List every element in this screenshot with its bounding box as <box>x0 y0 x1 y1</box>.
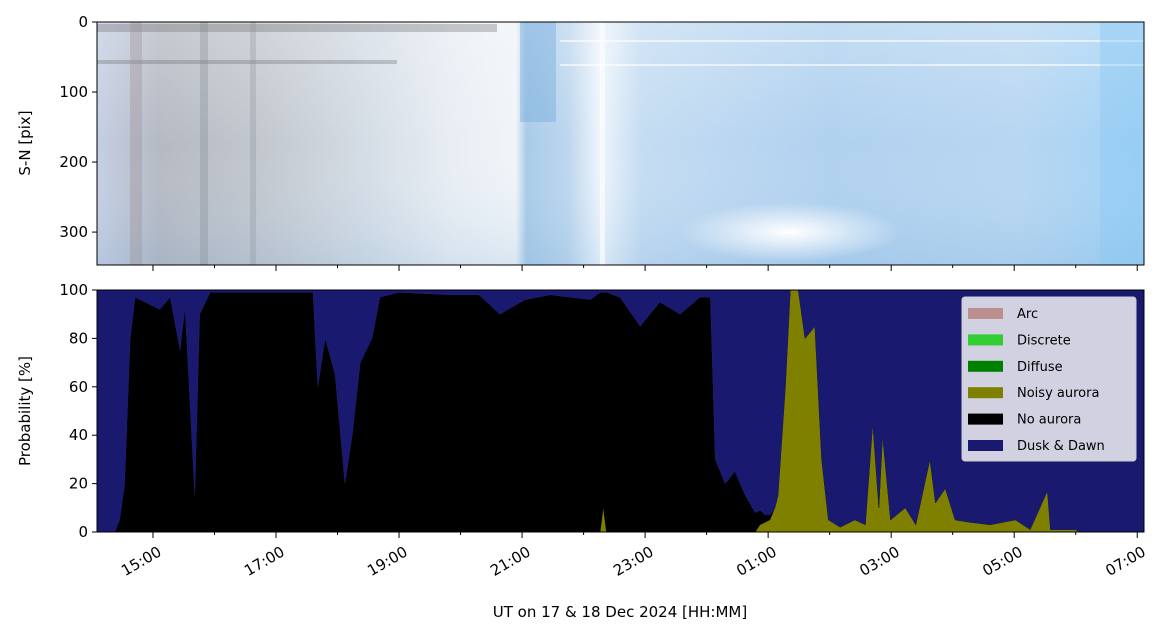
x-axis-label: UT on 17 & 18 Dec 2024 [HH:MM] <box>493 603 747 621</box>
legend-swatch <box>968 387 1003 399</box>
y-tick-label: 20 <box>69 475 88 493</box>
x-tick-label: 15:00 <box>118 543 164 580</box>
legend-label: No aurora <box>1017 413 1081 428</box>
y-tick-label: 100 <box>59 83 88 101</box>
x-tick-label: 17:00 <box>241 543 287 580</box>
x-tick-label: 07:00 <box>1102 543 1148 580</box>
y-tick-label: 60 <box>69 378 88 396</box>
bottom-frame <box>96 289 1145 533</box>
keogram-image <box>97 22 1144 265</box>
y-axis-label: Probability [%] <box>16 356 34 466</box>
x-tick-label: 01:00 <box>733 543 779 580</box>
legend-swatch <box>968 334 1003 346</box>
legend-label: Arc <box>1017 307 1038 322</box>
y-tick-label: 0 <box>78 13 88 31</box>
x-tick-label: 21:00 <box>487 543 533 580</box>
x-tick-label: 05:00 <box>979 543 1025 580</box>
top-frame <box>96 21 1145 266</box>
legend-swatch <box>968 308 1003 319</box>
y-tick-label: 100 <box>59 281 88 299</box>
legend-swatch <box>968 413 1003 425</box>
x-tick-label: 03:00 <box>856 543 902 580</box>
legend-swatch <box>968 440 1003 451</box>
y-tick-label: 200 <box>59 153 88 171</box>
legend: Arc Discrete Diffuse Noisy aurora No aurora D… <box>961 296 1137 462</box>
y-tick-label: 40 <box>69 426 88 444</box>
x-tick-label: 19:00 <box>364 543 410 580</box>
legend-label: Diffuse <box>1017 360 1063 375</box>
y-axis-label: S-N [pix] <box>16 110 34 175</box>
y-tick-label: 300 <box>59 223 88 241</box>
legend-box <box>961 296 1137 462</box>
legend-label: Dusk & Dawn <box>1017 439 1105 454</box>
legend-label: Noisy aurora <box>1017 386 1099 401</box>
legend-label: Discrete <box>1017 333 1071 348</box>
legend-swatch <box>968 360 1003 372</box>
x-tick-label: 23:00 <box>610 543 656 580</box>
y-tick-label: 0 <box>78 523 88 541</box>
y-tick-label: 80 <box>69 329 88 347</box>
